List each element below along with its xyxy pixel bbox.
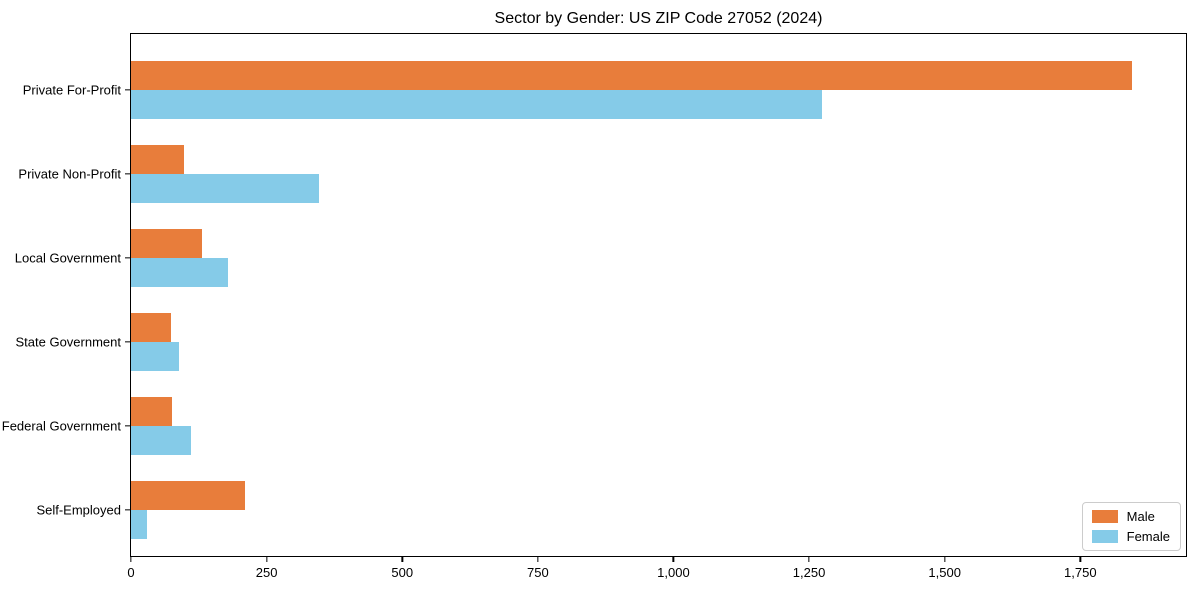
x-tick-mark [944,557,946,562]
x-tick-mark [265,557,268,562]
legend: Male Female [1081,502,1181,551]
x-tick-mark [130,557,132,562]
x-tick-label-1-000: 1,000 [657,565,690,580]
y-tick-mark [125,88,130,91]
bar-male-federal-government [131,396,173,426]
bar-male-self-employed [131,480,246,510]
plot-area: Private For-Profit Private Non-Profit Loca… [2,33,1187,580]
y-axis-label-self-employed: Self-Employed [36,502,121,517]
x-tick-label-750: 750 [526,565,549,580]
bar-female-private-for-profit [131,89,823,119]
legend-item-female: Female [1091,529,1170,544]
y-axis-label-state-government: State Government [15,334,122,349]
legend-swatch-female [1091,530,1118,543]
y-tick-mark [125,172,130,175]
x-tick-mark [672,557,675,562]
legend-label-female: Female [1126,529,1170,544]
bar-male-private-for-profit [131,60,1132,90]
legend-item-male: Male [1091,509,1170,524]
legend-label-male: Male [1126,509,1155,524]
bar-female-self-employed [131,509,148,539]
y-axis-label-local-government: Local Government [14,250,121,265]
x-tick-mark [808,557,810,562]
x-tick-mark [1079,557,1081,562]
x-tick-label-1-500: 1,500 [928,565,961,580]
bar-male-state-government [131,312,171,342]
x-tick-label-0: 0 [127,565,135,580]
bar-female-private-non-profit [131,173,320,203]
x-tick-label-1-250: 1,250 [792,565,826,580]
x-tick-label-500: 500 [391,565,414,580]
y-axis-label-private-non-profit: Private Non-Profit [18,166,121,181]
bar-female-federal-government [131,425,191,455]
y-tick-mark [125,508,130,511]
bar-male-private-non-profit [131,144,185,174]
x-tick-mark [537,557,539,562]
x-tick-label-1-750: 1,750 [1064,565,1097,580]
bar-female-state-government [131,341,179,371]
chart-title: Sector by Gender: US ZIP Code 27052 (202… [494,10,823,27]
y-tick-mark [125,340,130,343]
x-tick-mark [401,557,403,562]
legend-swatch-male [1091,510,1118,523]
y-axis-label-private-for-profit: Private For-Profit [22,82,121,97]
bar-male-local-government [131,228,203,258]
y-tick-mark [125,256,130,259]
y-axis-label-federal-government: Federal Government [1,418,121,433]
y-tick-mark [125,424,130,427]
bar-female-local-government [131,257,228,287]
x-tick-label-250: 250 [255,565,278,580]
